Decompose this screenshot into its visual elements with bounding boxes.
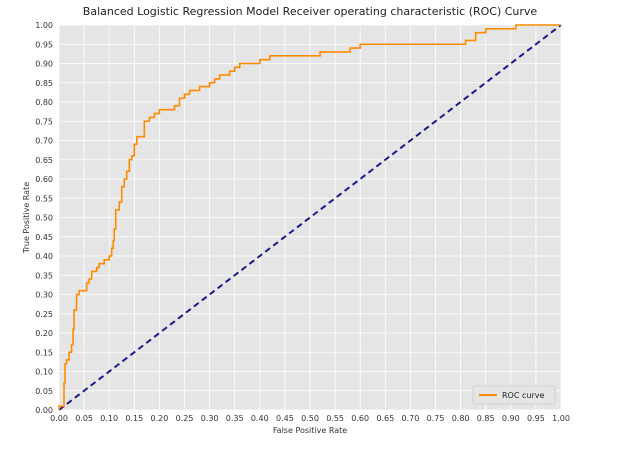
x-tick-label-2: 0.10	[100, 414, 118, 423]
x-tick-label-10: 0.50	[301, 414, 319, 423]
y-axis-label: True Positive Rate	[22, 182, 31, 254]
x-tick-label-18: 0.90	[502, 414, 520, 423]
y-tick-label-12: 0.60	[35, 175, 53, 184]
y-tick-label-10: 0.50	[35, 214, 53, 223]
y-tick-label-6: 0.30	[35, 291, 53, 300]
y-tick-label-18: 0.90	[35, 60, 53, 69]
legend-label-roc: ROC curve	[502, 391, 544, 400]
x-tick-label-13: 0.65	[376, 414, 394, 423]
y-tick-label-14: 0.70	[35, 137, 53, 146]
x-tick-label-6: 0.30	[201, 414, 219, 423]
legend: ROC curve	[472, 385, 556, 405]
y-axis-ticks: 0.00 0.05 0.10 0.15 0.20 0.25 0.30 0.35 0.40 0.45…	[35, 21, 53, 415]
x-tick-label-19: 0.95	[527, 414, 545, 423]
y-tick-label-0: 0.00	[35, 406, 53, 415]
y-tick-label-15: 0.75	[35, 117, 53, 126]
chance-diagonal-line	[58, 24, 562, 411]
y-tick-label-17: 0.85	[35, 79, 53, 88]
x-tick-label-0: 0.00	[50, 414, 68, 423]
x-tick-label-3: 0.15	[125, 414, 143, 423]
y-tick-label-13: 0.65	[35, 156, 53, 165]
grid-lines	[58, 24, 562, 411]
x-tick-label-12: 0.60	[351, 414, 369, 423]
legend-box	[472, 385, 556, 405]
x-tick-label-5: 0.25	[176, 414, 194, 423]
x-tick-label-11: 0.55	[326, 414, 344, 423]
y-tick-label-9: 0.45	[35, 233, 53, 242]
x-tick-label-16: 0.80	[452, 414, 470, 423]
chart-title: Balanced Logistic Regression Model Recei…	[83, 5, 538, 18]
x-tick-label-17: 0.85	[477, 414, 495, 423]
y-tick-label-19: 0.95	[35, 40, 53, 49]
x-axis-ticks: 0.00 0.05 0.10 0.15 0.20 0.25 0.30 0.35 0.40 0.45…	[50, 414, 570, 423]
y-tick-label-8: 0.40	[35, 252, 53, 261]
x-tick-label-15: 0.75	[427, 414, 445, 423]
x-tick-label-4: 0.20	[150, 414, 168, 423]
y-tick-label-4: 0.20	[35, 329, 53, 338]
roc-curve-line	[58, 24, 561, 410]
x-tick-label-1: 0.05	[75, 414, 93, 423]
y-tick-label-16: 0.80	[35, 98, 53, 107]
y-tick-label-5: 0.25	[35, 310, 53, 319]
x-tick-label-20: 1.00	[552, 414, 570, 423]
y-tick-label-7: 0.35	[35, 271, 53, 280]
y-tick-label-2: 0.10	[35, 368, 53, 377]
y-tick-label-11: 0.55	[35, 194, 53, 203]
x-tick-label-9: 0.45	[276, 414, 294, 423]
y-tick-label-20: 1.00	[35, 21, 53, 30]
x-tick-label-7: 0.35	[226, 414, 244, 423]
y-tick-label-3: 0.15	[35, 348, 53, 357]
y-tick-label-1: 0.05	[35, 387, 53, 396]
series-layer	[58, 24, 562, 411]
x-axis-label: False Positive Rate	[273, 426, 347, 435]
x-tick-label-8: 0.40	[251, 414, 269, 423]
x-tick-label-14: 0.70	[401, 414, 419, 423]
